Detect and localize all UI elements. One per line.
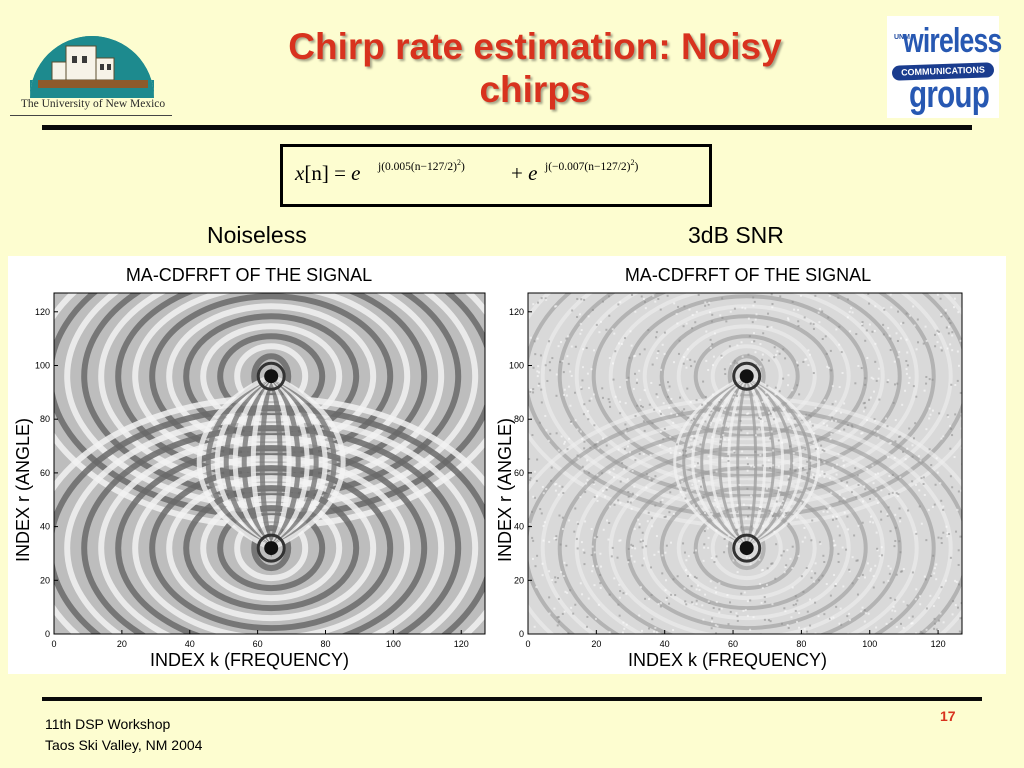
plot-frame	[53, 292, 486, 635]
x-tick-label: 40	[660, 639, 670, 649]
equation-plus: +	[511, 161, 523, 185]
peak-ring-1	[256, 361, 286, 391]
equation-exponent2: j(−0.007(n−127/2)2)	[545, 158, 639, 173]
page-number: 17	[940, 708, 956, 724]
y-tick-label: 0	[519, 629, 524, 639]
left-plot-title: MA-CDFRFT OF THE SIGNAL	[125, 265, 373, 285]
y-tick-label: 80	[40, 414, 50, 424]
y-tick-label: 0	[45, 629, 50, 639]
wireless-group-logo: UNM wireless COMMUNICATIONS group	[887, 16, 1002, 118]
x-tick-label: 120	[454, 639, 469, 649]
wireless-logo-wireless: wireless	[903, 22, 1002, 60]
x-tick-label: 20	[117, 639, 127, 649]
right-heatmap-chart: 0 20 40 60 80 100 120 0 20 40 60 80 100 120	[509, 292, 963, 649]
left-heatmap-chart: 0 20 40 60 80 100 120 0 20 40 60 80 100 120	[35, 292, 486, 649]
equation-box: x[n] = e j(0.005(n−127/2)2) + e j(−0.007…	[280, 144, 712, 207]
y-tick-label: 100	[509, 360, 524, 370]
x-tick-label: 100	[862, 639, 877, 649]
footer-workshop: 11th DSP Workshop	[45, 716, 171, 732]
peak-marker-2	[264, 541, 279, 556]
y-tick-label: 20	[40, 575, 50, 585]
right-panel-label: 3dB SNR	[688, 222, 784, 248]
wireless-logo-group: group	[909, 74, 990, 116]
x-tick-label: 100	[386, 639, 401, 649]
equation-base2: e	[528, 161, 538, 185]
slide-title-line2: chirps	[479, 69, 591, 110]
x-tick-label: 20	[591, 639, 601, 649]
peak-marker-1	[739, 369, 754, 384]
x-tick-label: 120	[931, 639, 946, 649]
y-tick-label: 20	[514, 575, 524, 585]
peak-marker-1	[264, 369, 279, 384]
heatmap-image	[54, 293, 485, 634]
slide-title-line1: Chirp rate estimation: Noisy	[288, 26, 782, 67]
left-panel-label: Noiseless	[207, 222, 307, 248]
peak-ring-2	[256, 533, 286, 563]
equation-base1: e	[351, 161, 361, 185]
y-tick-label: 40	[40, 522, 50, 532]
equation-exponent1: j(0.005(n−127/2)2)	[378, 158, 465, 173]
y-tick-label: 60	[514, 468, 524, 478]
equation-equals: =	[334, 161, 346, 185]
unm-logo	[8, 20, 178, 125]
slide-title: Chirp rate estimation: Noisy chirps	[215, 25, 855, 111]
peak-ring-1	[732, 361, 762, 391]
x-tick-label: 60	[728, 639, 738, 649]
unm-logo-text: The University of New Mexico	[20, 98, 166, 110]
equation-main: x[n] = e	[295, 161, 361, 186]
y-tick-label: 40	[514, 522, 524, 532]
footer-divider	[42, 697, 982, 701]
unm-logo-mark	[30, 36, 154, 98]
footer-location: Taos Ski Valley, NM 2004	[45, 737, 203, 753]
x-tick-label: 40	[185, 639, 195, 649]
y-tick-label: 80	[514, 414, 524, 424]
header-divider	[42, 125, 972, 130]
x-tick-label: 80	[320, 639, 330, 649]
y-tick-label: 100	[35, 360, 50, 370]
x-tick-label: 80	[796, 639, 806, 649]
right-plot-title: MA-CDFRFT OF THE SIGNAL	[624, 265, 872, 285]
equation-rhs: + e	[511, 161, 537, 186]
peak-marker-2	[739, 541, 754, 556]
peak-ring-2	[732, 533, 762, 563]
y-tick-label: 60	[40, 468, 50, 478]
equation-lhs-index: [n]	[304, 161, 329, 185]
unm-logo-underline	[10, 115, 172, 116]
equation-lhs-var: x	[295, 161, 305, 185]
heatmap-image	[528, 293, 962, 634]
right-plot-xlabel: INDEX k (FREQUENCY)	[628, 650, 828, 670]
x-tick-label: 0	[525, 639, 530, 649]
x-tick-label: 60	[253, 639, 263, 649]
left-plot-panel: MA-CDFRFT OF THE SIGNAL INDEX r (ANGLE) …	[8, 256, 490, 674]
y-tick-label: 120	[35, 307, 50, 317]
wireless-logo-unm: UNM	[894, 34, 910, 41]
right-plot-panel: MA-CDFRFT OF THE SIGNAL INDEX r (ANGLE) …	[490, 256, 1006, 674]
x-tick-label: 0	[51, 639, 56, 649]
plot-frame	[527, 292, 963, 635]
left-plot-xlabel: INDEX k (FREQUENCY)	[150, 650, 350, 670]
y-tick-label: 120	[509, 307, 524, 317]
